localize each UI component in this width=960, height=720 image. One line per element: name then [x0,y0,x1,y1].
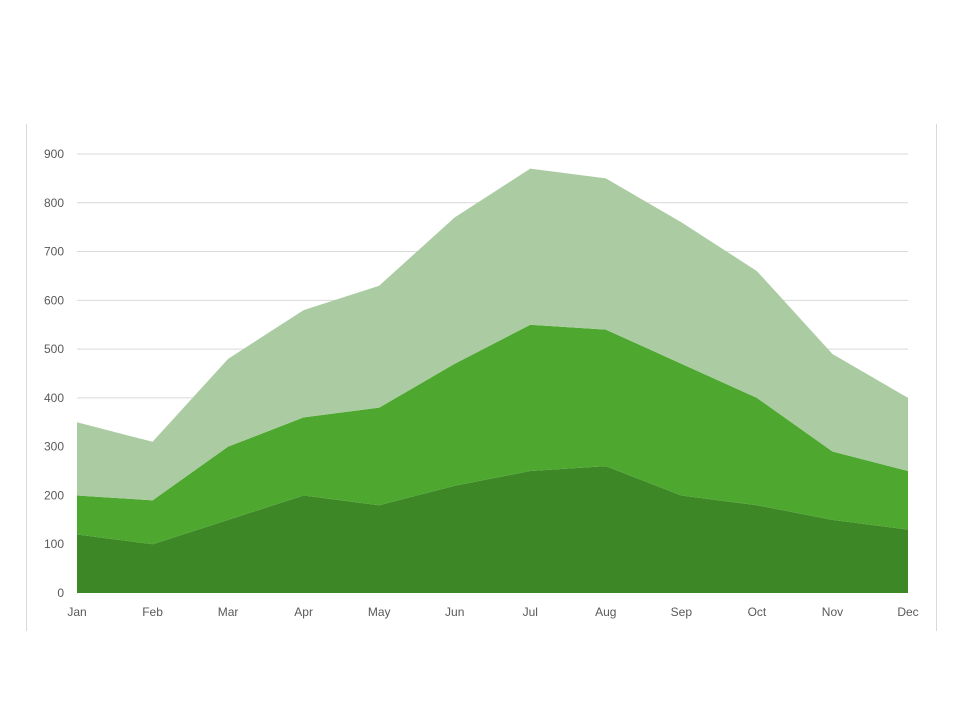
x-tick-label: Jul [523,605,538,619]
area-series-2 [77,324,908,545]
x-tick-label: Dec [897,605,918,619]
area-series-group [77,168,908,593]
area-series-3 [77,168,908,501]
y-tick-label: 700 [44,245,64,259]
x-tick-label: Aug [595,605,616,619]
y-tick-label: 100 [44,537,64,551]
x-tick-label: Feb [142,605,163,619]
x-tick-label: Jan [67,605,86,619]
x-axis-ticks: Jan Feb Mar Apr May Jun Jul Aug Sep Oct Nov Dec [67,605,918,619]
chart-frame [26,124,937,631]
x-tick-label: Oct [748,605,767,619]
y-tick-label: 800 [44,196,64,210]
x-tick-label: Sep [671,605,693,619]
x-tick-label: Mar [218,605,239,619]
y-tick-label: 900 [44,147,64,161]
y-tick-label: 200 [44,488,64,502]
area-series-1 [77,466,908,593]
x-tick-label: Apr [294,605,313,619]
y-axis-ticks: 0 100 200 300 400 500 600 700 800 900 [44,147,64,600]
x-tick-label: Nov [822,605,843,619]
y-tick-label: 0 [57,586,64,600]
x-tick-label: Jun [445,605,464,619]
y-tick-label: 300 [44,440,64,454]
y-tick-label: 400 [44,391,64,405]
y-tick-label: 600 [44,293,64,307]
y-tick-label: 500 [44,342,64,356]
x-tick-label: May [368,605,391,619]
